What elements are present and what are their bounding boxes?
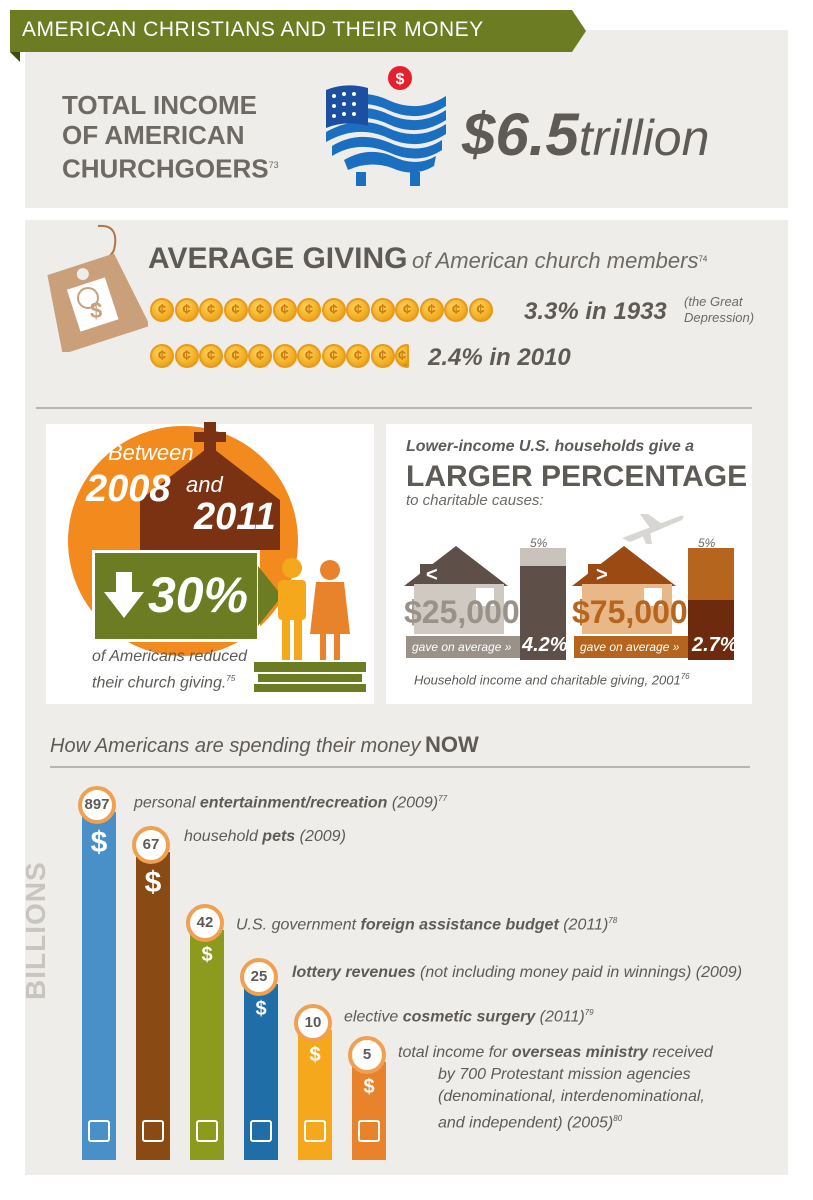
dollar-badge: $ <box>396 71 405 88</box>
house-gray-icon <box>404 546 508 634</box>
house2-bar-fill <box>688 600 734 660</box>
house1-sign: < <box>426 564 438 586</box>
house1-scale: 5% <box>530 536 548 550</box>
coin-icon: ¢ <box>395 344 409 368</box>
coin-icon: ¢ <box>346 344 370 368</box>
spending-divider <box>50 766 750 768</box>
price-tag-icon: $ <box>47 224 148 352</box>
income-label-line1: TOTAL INCOME <box>62 90 257 120</box>
house1-bar-fill <box>520 566 566 660</box>
house2-scale: 5% <box>698 536 716 550</box>
income-amount-unit: trillion <box>578 110 710 166</box>
coin-icon: ¢ <box>199 298 223 322</box>
giving-footnote: 74 <box>698 254 708 264</box>
coin-icon: ¢ <box>150 298 174 322</box>
coin-icon: ¢ <box>199 344 223 368</box>
income-amount: $6.5trillion <box>462 100 709 169</box>
reduction-caption: of Americans reduced their church giving… <box>92 646 247 694</box>
coin-icon: ¢ <box>223 298 248 322</box>
billions-axis-label: BILLIONS <box>20 861 51 1000</box>
page-title: AMERICAN CHRISTIANS AND THEIR MONEY <box>22 18 484 41</box>
tag-dollar-sign: $ <box>90 298 102 323</box>
header-banner <box>10 10 572 52</box>
giving-title: AVERAGE GIVING of American church member… <box>148 242 707 276</box>
coin-icon: ¢ <box>321 344 346 368</box>
coin-icon: ¢ <box>248 344 272 368</box>
year-2008: 2008 <box>86 468 171 510</box>
households-subline: to charitable causes: <box>406 492 544 509</box>
house2-pct: 2.7% <box>692 634 738 656</box>
reduction-caption-line2: their church giving. <box>92 674 227 692</box>
reduction-caption-line1: of Americans reduced <box>92 648 248 665</box>
giving-title-rest: of American church members <box>411 248 699 273</box>
reduction-percent: 30% <box>148 567 249 623</box>
giving-title-bold: AVERAGE GIVING <box>148 242 408 275</box>
coin-icon: ¢ <box>419 298 444 322</box>
house1-income: $25,000 <box>404 594 520 630</box>
and-label: and <box>186 472 223 497</box>
coin-icon: ¢ <box>297 298 321 322</box>
spending-title-text: How Americans are spending their money <box>50 735 421 757</box>
between-label: Between <box>108 440 194 465</box>
spending-title: How Americans are spending their money N… <box>50 732 479 758</box>
house2-income: $75,000 <box>572 594 688 630</box>
coin-icon: ¢ <box>223 344 248 368</box>
house2-sign: > <box>596 564 608 586</box>
reduction-footnote: 75 <box>226 674 236 683</box>
households-footer: Household income and charitable giving, … <box>414 672 690 687</box>
couple-icon <box>254 558 366 692</box>
coin-icon: ¢ <box>370 344 395 368</box>
arrow-down-icon <box>104 572 144 618</box>
income-amount-value: $6.5 <box>462 101 579 168</box>
coin-icon: ¢ <box>174 344 199 368</box>
coin-icon: ¢ <box>272 344 297 368</box>
giving-1933-text: 3.3% in 1933 <box>524 298 667 325</box>
income-label-line2: OF AMERICAN <box>62 120 245 150</box>
coin-icon: ¢ <box>444 298 468 322</box>
coin-icon: ¢ <box>468 298 493 322</box>
coin-icon: ¢ <box>150 344 174 368</box>
house1-gave-label: gave on average » <box>412 640 512 654</box>
coin-icon: ¢ <box>272 298 297 322</box>
giving-1933-note: (the Great Depression) <box>684 294 754 326</box>
flag-piggybank-icon: $ <box>326 66 446 186</box>
coin-icon: ¢ <box>346 298 370 322</box>
church-icon <box>140 422 280 550</box>
income-label-line3: CHURCHGOERS <box>62 153 269 184</box>
airplane-icon <box>622 514 684 544</box>
income-label: TOTAL INCOME OF AMERICAN CHURCHGOERS73 <box>62 90 279 184</box>
coin-icon: ¢ <box>248 298 272 322</box>
house2-gave-box <box>574 636 688 658</box>
spending-title-bold: NOW <box>425 732 479 757</box>
coin-icon: ¢ <box>174 298 199 322</box>
house-brown-icon <box>572 546 676 634</box>
coin-icon: ¢ <box>321 298 346 322</box>
house1-pct: 4.2% <box>522 634 568 656</box>
giving-1933-note-line2: Depression) <box>684 310 755 325</box>
year-2011: 2011 <box>194 496 276 538</box>
house1-gave-box <box>406 636 520 658</box>
households-headline: LARGER PERCENTAGE <box>406 460 748 493</box>
header-banner-tail <box>572 10 586 52</box>
coin-icon: ¢ <box>370 298 395 322</box>
income-panel <box>25 30 788 208</box>
giving-2010-text: 2.4% in 2010 <box>428 344 571 371</box>
header-banner-fold <box>10 52 20 62</box>
house2-gave-label: gave on average » <box>580 640 680 654</box>
coin-row-2010: ¢ ¢ ¢ ¢ ¢ ¢ ¢ ¢ ¢ ¢ ¢ <box>150 342 420 372</box>
coin-row-1933: ¢ ¢ ¢ ¢ ¢ ¢ ¢ ¢ ¢ ¢ ¢ ¢ ¢ ¢ <box>150 296 510 326</box>
households-intro: Lower-income U.S. households give a <box>406 438 695 455</box>
households-footnote: 76 <box>680 672 690 681</box>
households-footer-text: Household income and charitable giving, … <box>414 672 681 688</box>
section-divider <box>36 407 752 409</box>
coin-icon: ¢ <box>395 298 419 322</box>
income-footnote: 73 <box>268 160 279 170</box>
giving-1933-note-line1: (the Great <box>684 294 743 309</box>
coin-icon: ¢ <box>297 344 321 368</box>
